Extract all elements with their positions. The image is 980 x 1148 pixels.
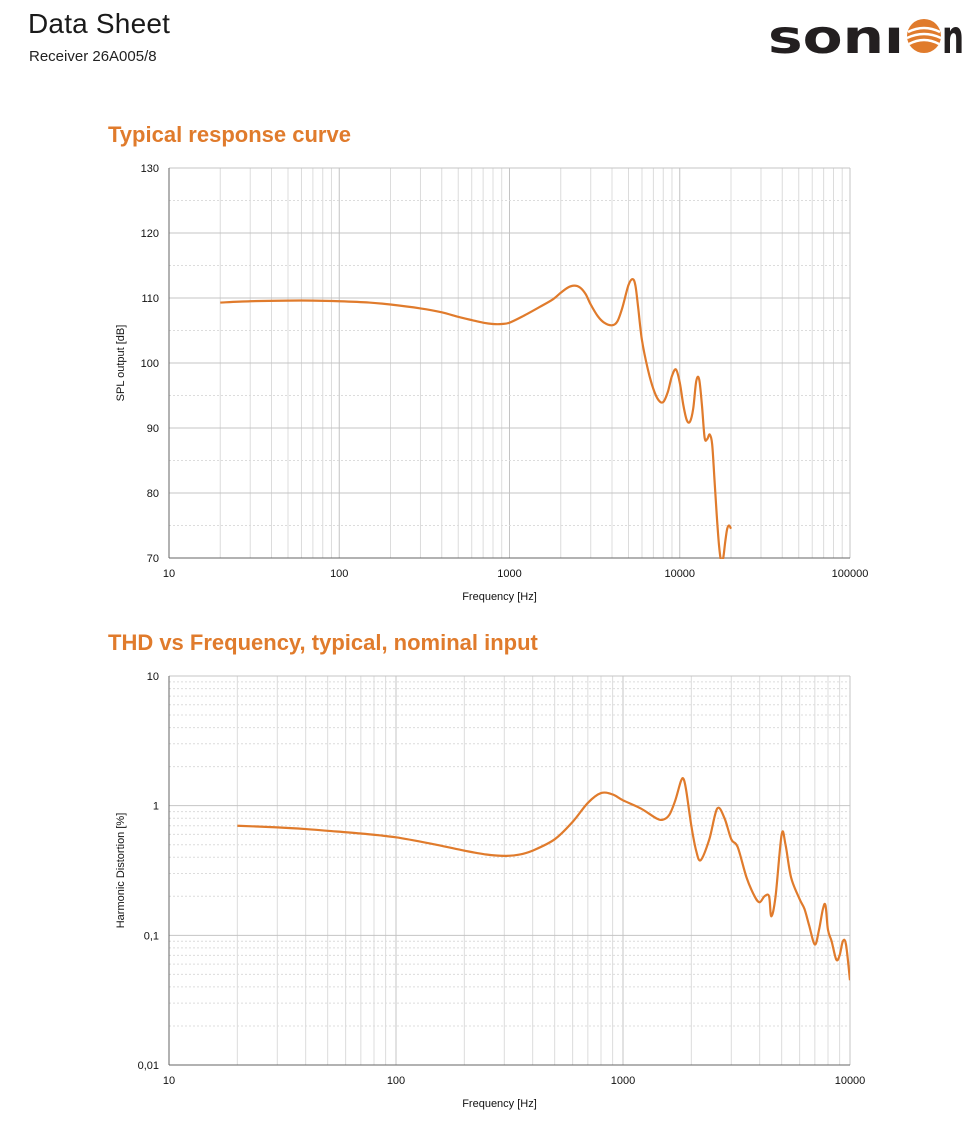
x-tick-label: 10000 xyxy=(664,568,695,580)
response-chart-title: Typical response curve xyxy=(108,122,351,147)
x-tick-label: 10 xyxy=(163,1075,175,1087)
y-tick-label: 0,1 xyxy=(144,930,159,942)
response-curve-chart: 10 100 1000 10000 100000 70 80 90 100 110 120 130 Fr… xyxy=(115,163,869,603)
x-tick-label: 10 xyxy=(163,568,175,580)
y-tick-label: 70 xyxy=(147,553,159,565)
y-tick-label: 110 xyxy=(141,293,159,305)
y-axis-title: Harmonic Distortion [%] xyxy=(115,813,127,929)
y-tick-label: 0,01 xyxy=(138,1060,159,1072)
thd-chart: 10 100 1000 10000 0,01 0,1 1 10 Frequency [Hz] Ha… xyxy=(115,671,866,1110)
y-tick-label: 10 xyxy=(147,671,159,683)
x-axis-title: Frequency [Hz] xyxy=(462,591,537,603)
y-tick-label: 100 xyxy=(141,358,159,370)
thd-chart-title: THD vs Frequency, typical, nominal input xyxy=(108,630,538,655)
svg-text:n: n xyxy=(942,12,964,60)
grid xyxy=(168,675,851,1066)
document-title: Data Sheet xyxy=(28,8,171,39)
sonion-logo: sonı n xyxy=(768,12,964,60)
x-axis-title: Frequency [Hz] xyxy=(462,1098,537,1110)
x-tick-label: 100 xyxy=(330,568,348,580)
grid xyxy=(168,167,851,559)
y-tick-label: 1 xyxy=(153,801,159,813)
y-axis-title: SPL output [dB] xyxy=(115,325,127,402)
y-tick-label: 80 xyxy=(147,488,159,500)
x-tick-label: 100 xyxy=(387,1075,405,1087)
x-tick-label: 100000 xyxy=(832,568,869,580)
y-tick-label: 90 xyxy=(147,423,159,435)
x-tick-label: 1000 xyxy=(497,568,521,580)
series-line xyxy=(237,777,850,981)
x-tick-label: 10000 xyxy=(835,1075,866,1087)
y-tick-label: 130 xyxy=(141,163,159,175)
series-line xyxy=(220,278,732,559)
y-tick-label: 120 xyxy=(141,228,159,240)
x-tick-label: 1000 xyxy=(611,1075,635,1087)
document-subtitle: Receiver 26A005/8 xyxy=(29,48,157,65)
svg-text:sonı: sonı xyxy=(768,12,904,60)
logo-mark-icon xyxy=(906,19,942,53)
